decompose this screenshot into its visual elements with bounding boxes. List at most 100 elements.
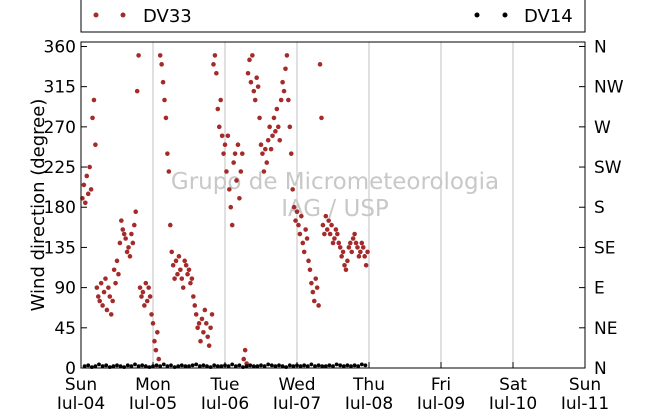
- point-dv33: [134, 88, 140, 94]
- point-dv33: [169, 249, 175, 255]
- point-dv33: [216, 124, 222, 130]
- point-dv14: [154, 363, 159, 368]
- y-tick-label-right: E: [594, 279, 605, 299]
- point-dv14: [277, 363, 281, 368]
- point-dv14: [237, 363, 242, 368]
- point-dv14: [190, 363, 195, 368]
- y-tick-label-right: W: [594, 118, 611, 138]
- point-dv33: [314, 285, 320, 290]
- y-tick-label-right: SW: [594, 158, 622, 178]
- point-dv33: [106, 285, 111, 290]
- point-dv33: [229, 222, 235, 228]
- y-tick-label-right: S: [594, 198, 605, 218]
- point-dv33: [356, 254, 362, 259]
- point-dv33: [123, 236, 128, 241]
- point-dv14: [201, 363, 206, 368]
- point-dv33: [160, 79, 166, 85]
- point-dv33: [245, 70, 251, 76]
- point-dv33: [119, 218, 124, 223]
- point-dv33: [284, 53, 290, 58]
- point-dv33: [317, 62, 323, 67]
- point-dv33: [81, 182, 87, 188]
- point-dv33: [301, 249, 307, 255]
- point-dv33: [358, 249, 363, 255]
- point-dv33: [330, 240, 336, 246]
- point-dv14: [341, 364, 346, 369]
- point-dv14: [125, 363, 130, 368]
- point-dv33: [258, 142, 264, 148]
- point-dv33: [323, 213, 329, 219]
- point-dv33: [310, 289, 316, 295]
- legend-frame: [80, 0, 586, 33]
- point-dv33: [322, 231, 327, 237]
- point-dv33: [152, 338, 157, 344]
- point-dv33: [227, 187, 232, 192]
- point-dv33: [335, 231, 340, 237]
- y-tick-label-right: N: [594, 359, 607, 379]
- point-dv33: [140, 289, 146, 295]
- point-dv33: [209, 312, 215, 317]
- x-tick-label-dow: Sun: [569, 375, 601, 395]
- point-dv33: [165, 151, 170, 156]
- point-dv33: [188, 280, 193, 286]
- y-tick-label: 45: [54, 319, 76, 339]
- point-dv33: [114, 258, 120, 264]
- point-dv33: [349, 249, 355, 255]
- point-dv33: [198, 338, 203, 344]
- point-dv33: [242, 347, 248, 353]
- point-dv33: [127, 254, 133, 259]
- point-dv33: [146, 285, 151, 290]
- point-dv33: [159, 62, 164, 67]
- point-dv14: [262, 364, 267, 369]
- point-dv14: [143, 364, 148, 369]
- point-dv33: [319, 115, 324, 121]
- point-dv33: [104, 307, 110, 313]
- point-dv33: [346, 245, 352, 250]
- point-dv33: [208, 325, 213, 331]
- point-dv33: [281, 88, 287, 94]
- point-dv33: [304, 236, 310, 241]
- point-dv33: [264, 160, 270, 165]
- point-dv33: [183, 262, 189, 268]
- point-dv33: [288, 151, 294, 156]
- legend-entry-dv14: DV14: [474, 6, 573, 27]
- point-dv14: [359, 362, 364, 367]
- point-dv33: [225, 133, 231, 139]
- point-dv33: [218, 97, 223, 103]
- point-dv33: [175, 271, 180, 277]
- point-dv14: [93, 364, 98, 369]
- point-dv33: [306, 258, 311, 264]
- point-dv33: [149, 312, 154, 317]
- point-dv33: [98, 280, 104, 286]
- x-tick-label-date: Jul-08: [344, 394, 393, 409]
- point-dv33: [95, 294, 101, 299]
- y-tick-label: 225: [44, 158, 76, 178]
- point-dv14: [273, 364, 278, 369]
- point-dv33: [195, 325, 200, 331]
- point-dv33: [296, 222, 301, 228]
- point-dv14: [176, 364, 181, 369]
- point-dv14: [82, 364, 87, 369]
- point-dv33: [167, 222, 173, 228]
- point-dv33: [224, 169, 229, 174]
- point-dv33: [297, 231, 303, 237]
- point-dv33: [214, 70, 219, 76]
- x-tick-label-dow: Tue: [209, 375, 239, 395]
- point-dv33: [234, 178, 239, 183]
- point-dv33: [333, 227, 339, 232]
- point-dv33: [365, 249, 370, 255]
- x-tick-label-dow: Wed: [278, 375, 315, 395]
- point-dv33: [313, 276, 319, 281]
- point-dv33: [143, 280, 149, 286]
- point-dv33: [113, 280, 118, 286]
- point-dv33: [235, 142, 241, 148]
- point-dv14: [104, 363, 109, 368]
- point-dv14: [212, 363, 217, 368]
- point-dv33: [157, 53, 163, 58]
- point-dv33: [137, 285, 143, 290]
- point-dv14: [334, 362, 339, 367]
- point-dv33: [222, 142, 228, 148]
- point-dv14: [305, 364, 310, 369]
- point-dv33: [360, 245, 366, 250]
- point-dv33: [100, 303, 105, 308]
